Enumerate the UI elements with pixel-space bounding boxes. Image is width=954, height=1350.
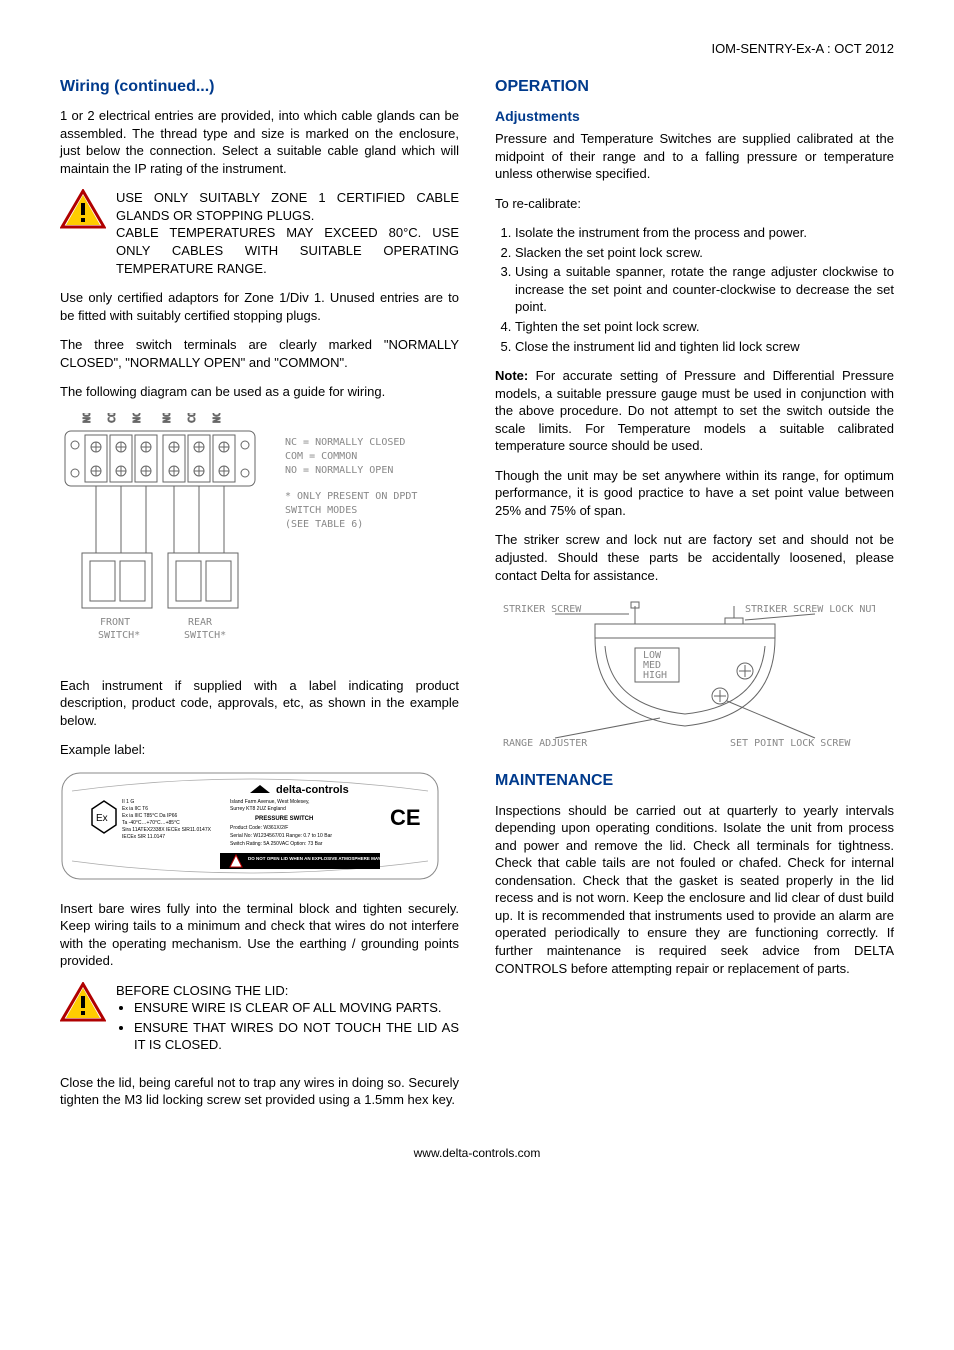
svg-text:NC: NC — [132, 413, 143, 423]
left-column: Wiring (continued...) 1 or 2 electrical … — [60, 76, 459, 1121]
wiring-p5: Each instrument if supplied with a label… — [60, 677, 459, 730]
svg-text:FRONT: FRONT — [100, 617, 130, 628]
warn1-line1: USE ONLY SUITABLY ZONE 1 CERTIFIED CABLE… — [116, 190, 459, 223]
svg-text:Ta -40°C…+70°C…+85°C: Ta -40°C…+70°C…+85°C — [122, 820, 180, 826]
wiring-diagram: NO COM NC NO COM NC — [60, 413, 459, 663]
wiring-p7: Close the lid, being careful not to trap… — [60, 1074, 459, 1109]
wiring-p3: The three switch terminals are clearly m… — [60, 336, 459, 371]
svg-text:HIGH: HIGH — [643, 670, 667, 681]
operation-p1: Pressure and Temperature Switches are su… — [495, 130, 894, 183]
svg-text:Serial No: W1234567/01 Rang: Serial No: W1234567/01 Range: 0.7 to 10 … — [230, 833, 332, 839]
svg-text:II 1 G: II 1 G — [122, 799, 134, 805]
svg-text:Sira 11ATEX2338X IECEx SIR11.: Sira 11ATEX2338X IECEx SIR11.0147X — [122, 827, 212, 833]
maintenance-title: MAINTENANCE — [495, 770, 894, 792]
svg-text:Switch Rating: 5A 250VAC Op: Switch Rating: 5A 250VAC Option: 73 Bar — [230, 841, 323, 847]
operation-title: OPERATION — [495, 76, 894, 98]
note-paragraph: Note: For accurate setting of Pressure a… — [495, 367, 894, 455]
svg-text:DO NOT OPEN LID WHEN AN EXPLOS: DO NOT OPEN LID WHEN AN EXPLOSIVE ATMOSP… — [248, 856, 411, 861]
svg-text:NO: NO — [82, 413, 93, 423]
svg-text:Product Code: W361X/2/F: Product Code: W361X/2/F — [230, 825, 288, 831]
example-label-caption: Example label: — [60, 741, 459, 759]
svg-text:Island Farm Avenue, West Moles: Island Farm Avenue, West Molesey, — [230, 799, 309, 805]
svg-text:SWITCH*: SWITCH* — [98, 630, 140, 641]
warn1-line2: CABLE TEMPERATURES MAY EXCEED 80°C. USE … — [116, 225, 459, 275]
svg-text:(SEE TABLE 6): (SEE TABLE 6) — [285, 519, 363, 530]
warn2-bullet-2: ENSURE THAT WIRES DO NOT TOUCH THE LID A… — [134, 1019, 459, 1054]
maintenance-body: Inspections should be carried out at qua… — [495, 802, 894, 977]
svg-text:COM = COMMON: COM = COMMON — [285, 451, 357, 462]
svg-text:REAR: REAR — [188, 617, 213, 628]
step-1: Isolate the instrument from the process … — [515, 224, 894, 242]
svg-text:COM: COM — [107, 413, 118, 423]
adjustments-title: Adjustments — [495, 107, 894, 126]
wiring-p1: 1 or 2 electrical entries are provided, … — [60, 107, 459, 177]
doc-id: IOM-SENTRY-Ex-A : OCT 2012 — [60, 40, 894, 58]
svg-text:NO = NORMALLY OPEN: NO = NORMALLY OPEN — [285, 465, 393, 476]
svg-text:IECEx SIR 11.0147: IECEx SIR 11.0147 — [122, 834, 165, 840]
warn2-title: BEFORE CLOSING THE LID: — [116, 983, 288, 998]
svg-text:NO: NO — [162, 413, 173, 423]
svg-text:STRIKER SCREW LOCK NUT: STRIKER SCREW LOCK NUT — [745, 604, 875, 615]
svg-text:CE: CE — [390, 805, 421, 830]
step-5: Close the instrument lid and tighten lid… — [515, 338, 894, 356]
step-4: Tighten the set point lock screw. — [515, 318, 894, 336]
svg-text:delta-controls: delta-controls — [276, 784, 349, 796]
adjuster-diagram: STRIKER SCREW STRIKER SCREW LOCK NUT LOW… — [495, 596, 894, 756]
warning-1: USE ONLY SUITABLY ZONE 1 CERTIFIED CABLE… — [60, 189, 459, 277]
warning-2-text: BEFORE CLOSING THE LID: ENSURE WIRE IS C… — [116, 982, 459, 1062]
svg-text:RANGE ADJUSTER: RANGE ADJUSTER — [503, 738, 588, 749]
svg-text:Ex ia IIC T6: Ex ia IIC T6 — [122, 806, 148, 812]
recalibrate-steps: Isolate the instrument from the process … — [495, 224, 894, 355]
right-column: OPERATION Adjustments Pressure and Tempe… — [495, 76, 894, 1121]
svg-text:COM: COM — [187, 413, 198, 423]
warning-2: BEFORE CLOSING THE LID: ENSURE WIRE IS C… — [60, 982, 459, 1062]
step-3: Using a suitable spanner, rotate the ran… — [515, 263, 894, 316]
wiring-p4: The following diagram can be used as a g… — [60, 383, 459, 401]
recalibrate-label: To re-calibrate: — [495, 195, 894, 213]
footer-url: www.delta-controls.com — [60, 1145, 894, 1161]
svg-text:SET POINT LOCK SCREW: SET POINT LOCK SCREW — [730, 738, 851, 749]
step-2: Slacken the set point lock screw. — [515, 244, 894, 262]
svg-text:Ex: Ex — [96, 813, 108, 824]
wiring-p2: Use only certified adaptors for Zone 1/D… — [60, 289, 459, 324]
wiring-p6: Insert bare wires fully into the termina… — [60, 900, 459, 970]
svg-text:STRIKER SCREW: STRIKER SCREW — [503, 604, 582, 615]
warn2-bullet-1: ENSURE WIRE IS CLEAR OF ALL MOVING PARTS… — [134, 999, 459, 1017]
svg-text:SWITCH MODES: SWITCH MODES — [285, 505, 357, 516]
note-label: Note: — [495, 368, 528, 383]
warning-icon — [60, 982, 106, 1022]
example-label-plate: Ex II 1 G Ex ia IIC T6 Ex ia IIIC T85°C … — [60, 771, 459, 886]
content-columns: Wiring (continued...) 1 or 2 electrical … — [60, 76, 894, 1121]
warning-icon — [60, 189, 106, 229]
svg-text:Ex ia IIIC T85°C Da IP66: Ex ia IIIC T85°C Da IP66 — [122, 813, 177, 819]
svg-text:* ONLY PRESENT ON DPDT: * ONLY PRESENT ON DPDT — [285, 491, 417, 502]
svg-text:SWITCH*: SWITCH* — [184, 630, 226, 641]
svg-text:PRESSURE SWITCH: PRESSURE SWITCH — [255, 816, 313, 822]
svg-text:Surrey KT8 2UZ England: Surrey KT8 2UZ England — [230, 806, 286, 812]
svg-text:NC: NC — [212, 413, 223, 423]
note-body: For accurate setting of Pressure and Dif… — [495, 368, 894, 453]
warning-1-text: USE ONLY SUITABLY ZONE 1 CERTIFIED CABLE… — [116, 189, 459, 277]
operation-p2: Though the unit may be set anywhere with… — [495, 467, 894, 520]
svg-text:NC = NORMALLY CLOSED: NC = NORMALLY CLOSED — [285, 437, 405, 448]
operation-p3: The striker screw and lock nut are facto… — [495, 531, 894, 584]
wiring-title: Wiring (continued...) — [60, 76, 459, 98]
